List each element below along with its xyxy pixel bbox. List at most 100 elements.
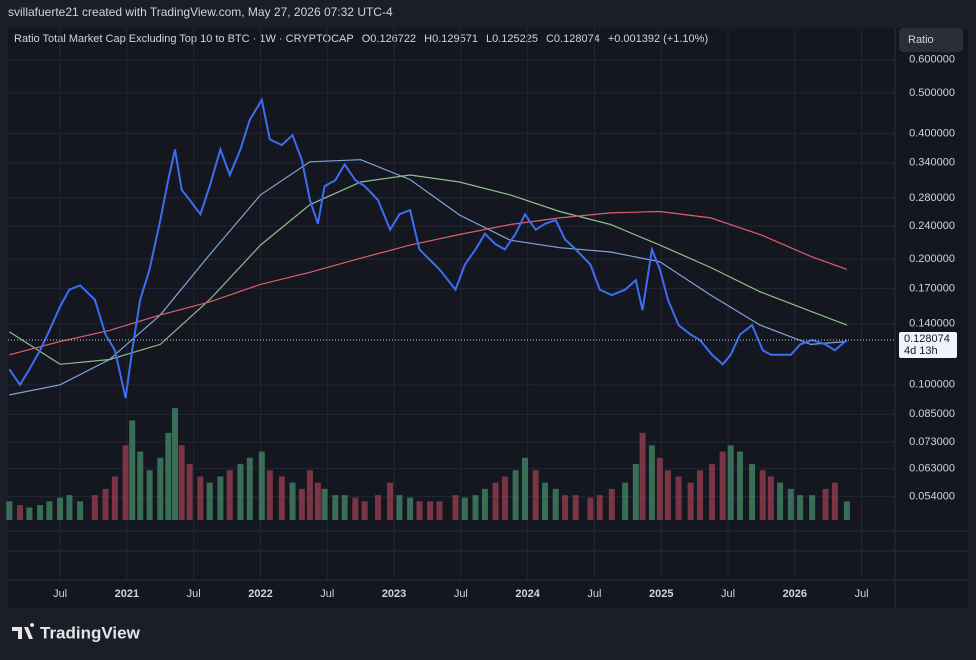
y-tick-label: 0.240000 [909, 220, 955, 232]
price-line [8, 97, 848, 399]
y-tick-label: 0.170000 [909, 282, 955, 294]
x-tick-label: Jul [320, 588, 334, 600]
scale-button-label[interactable]: Ratio [908, 34, 934, 46]
ohlc-value: L0.125225 [486, 33, 538, 45]
x-tick-label: 2022 [248, 588, 272, 600]
volume-bar [664, 470, 671, 520]
y-tick-label: 0.140000 [909, 318, 955, 330]
volume-bar [687, 482, 694, 520]
volume-bar [501, 476, 508, 520]
volume-bar [314, 482, 321, 520]
volume-bar [777, 482, 784, 520]
volume-bar [46, 501, 53, 520]
volume-bar [749, 464, 756, 520]
volume-bar [341, 495, 348, 520]
volume-bar [767, 476, 774, 520]
volume-bar [186, 464, 193, 520]
ohlc-value: +0.001392 (+1.10%) [608, 33, 708, 45]
x-tick-label: Jul [721, 588, 735, 600]
ohlc-value: H0.129571 [424, 33, 478, 45]
volume-bar [452, 495, 459, 520]
volume-bar [197, 476, 204, 520]
x-tick-label: Jul [855, 588, 869, 600]
y-tick-label: 0.073000 [909, 436, 955, 448]
moving-average [8, 174, 848, 365]
volume-bar [102, 488, 109, 520]
y-tick-label: 0.500000 [909, 87, 955, 99]
volume-bar [727, 445, 734, 520]
volume-bar [622, 482, 629, 520]
volume-bar [481, 488, 488, 520]
volume-bar [157, 457, 164, 520]
x-tick-label: Jul [187, 588, 201, 600]
volume-bar [719, 451, 726, 520]
volume-bar [396, 495, 403, 520]
last-price-label: 0.128074 [904, 333, 950, 345]
y-tick-label: 0.054000 [909, 491, 955, 503]
volume-bar [352, 497, 359, 520]
x-tick-label: Jul [587, 588, 601, 600]
x-tick-label: Jul [53, 588, 67, 600]
volume-bar [122, 445, 129, 520]
volume-bar [521, 457, 528, 520]
volume-bar [787, 488, 794, 520]
volume-bar [77, 501, 84, 520]
volume-bar [91, 495, 98, 520]
volume-bar [217, 476, 224, 520]
volume-bar [472, 495, 479, 520]
volume-bar [831, 482, 838, 520]
volume-bar [648, 445, 655, 520]
last-price-box [899, 331, 957, 358]
y-tick-label: 0.100000 [909, 379, 955, 391]
volume-bar [37, 505, 44, 520]
volume-bar [427, 501, 434, 520]
legend: Ratio Total Market Cap Excluding Top 10 … [14, 33, 708, 45]
moving-average [9, 159, 847, 396]
volume-bar [461, 497, 468, 520]
x-tick-label: 2024 [515, 588, 540, 600]
volume-bar [675, 476, 682, 520]
chart-title: Ratio Total Market Cap Excluding Top 10 … [14, 33, 354, 45]
y-tick-label: 0.200000 [909, 253, 955, 265]
volume-bar [562, 495, 569, 520]
volume-bar [639, 432, 646, 520]
logo-mark [12, 623, 35, 639]
volume-bar [17, 505, 24, 520]
countdown: 4d 13h [904, 345, 938, 357]
y-tick-label: 0.085000 [909, 408, 955, 420]
volume-bar [289, 482, 296, 520]
x-tick-label: 2021 [115, 588, 139, 600]
volume-bar [321, 488, 328, 520]
volume-bar [171, 408, 178, 520]
volume-bar [572, 495, 579, 520]
volume-bar [632, 464, 639, 520]
volume-bar [696, 470, 703, 520]
volume-bar [843, 501, 850, 520]
volume-bar [512, 470, 519, 520]
volume-bar [266, 470, 273, 520]
volume-bar [298, 488, 305, 520]
volume-bar [66, 495, 73, 520]
volume-bar [809, 495, 816, 520]
ohlc-value: C0.128074 [546, 33, 600, 45]
volume-bar [375, 495, 382, 520]
attribution: svillafuerte21 created with TradingView.… [8, 5, 393, 19]
volume-bar [492, 482, 499, 520]
volume-bar [361, 501, 368, 520]
x-tick-label: 2023 [382, 588, 406, 600]
volume-bar [306, 470, 313, 520]
volume-bar [387, 482, 394, 520]
volume-bar [137, 451, 144, 520]
y-tick-label: 0.400000 [909, 127, 955, 139]
volume-bar [737, 451, 744, 520]
scale-button[interactable] [899, 28, 963, 52]
volume-bar [57, 497, 64, 520]
x-tick-label: 2026 [783, 588, 807, 600]
volume-bar [542, 482, 549, 520]
logo-text: TradingView [40, 623, 141, 642]
volume-bar [226, 470, 233, 520]
volume-bar [26, 507, 33, 520]
ohlc-value: O0.126722 [362, 33, 416, 45]
volume-bar [587, 497, 594, 520]
